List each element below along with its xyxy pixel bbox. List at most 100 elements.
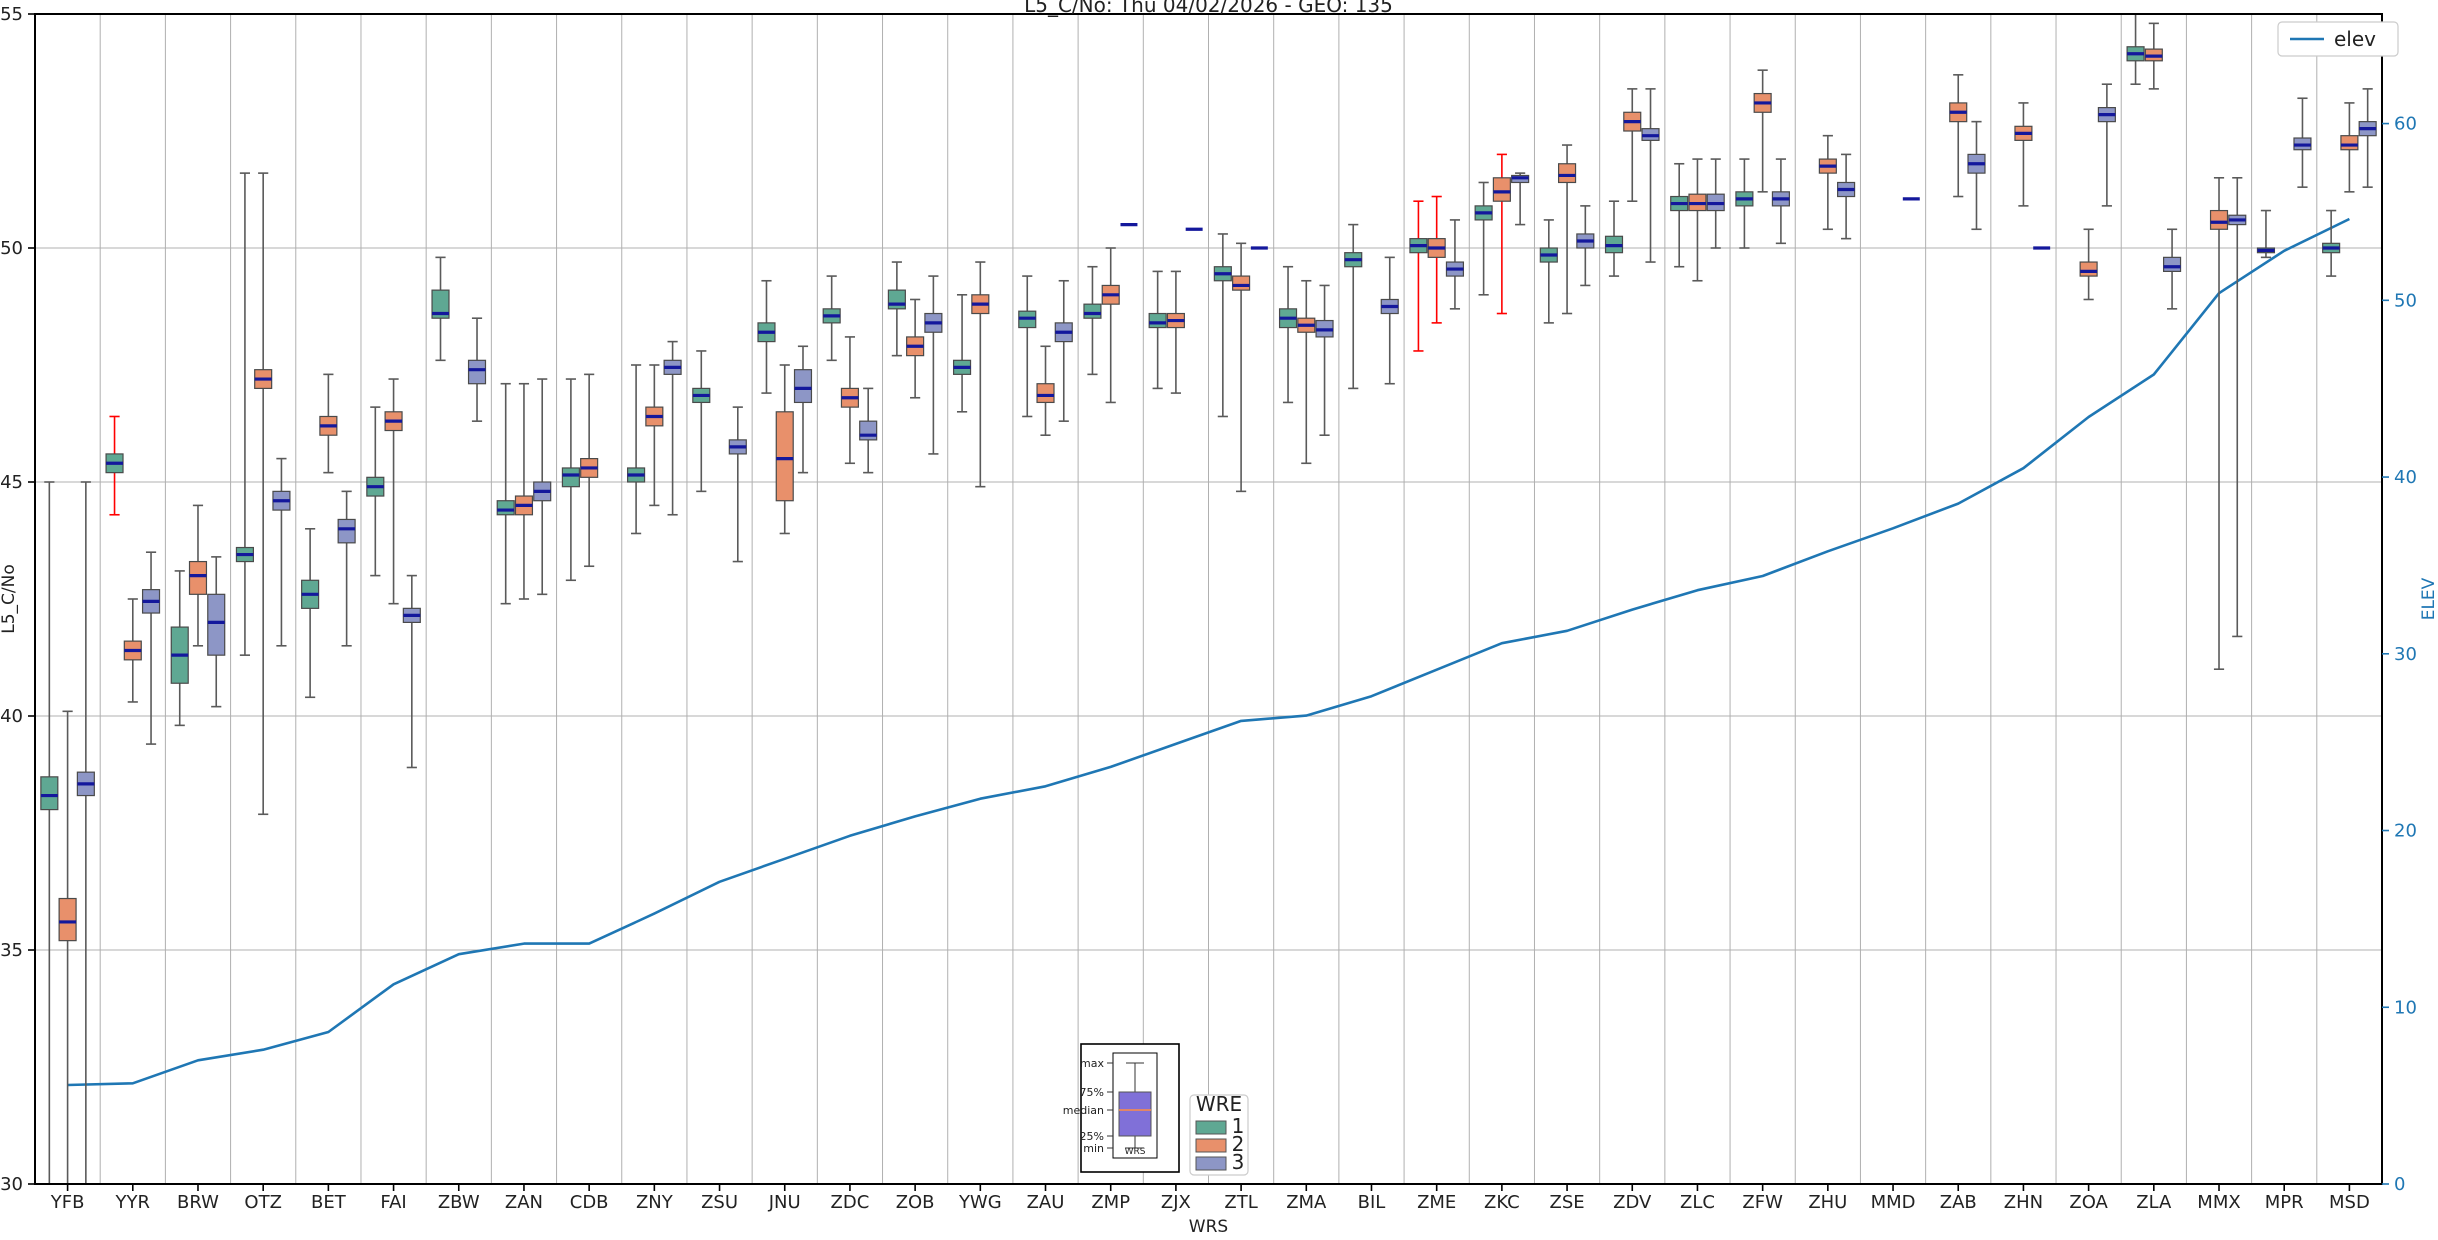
boxplot-ZHU-wre3 bbox=[1837, 153, 1856, 240]
inset-boxplot-legend: max 75% median 25%min WRS bbox=[1063, 1043, 1180, 1173]
boxplot-BRW-wre1 bbox=[170, 570, 189, 727]
wre-swatch-2 bbox=[1195, 1138, 1227, 1153]
boxplots bbox=[40, 13, 2377, 1185]
boxplot-ZLA-wre3 bbox=[2162, 228, 2182, 310]
box bbox=[561, 467, 580, 488]
boxplot-BIL-wre3 bbox=[1380, 256, 1399, 385]
y-axis-label: L5_C/No bbox=[0, 564, 19, 634]
box bbox=[496, 500, 515, 516]
boxplot-MSD-wre3 bbox=[2358, 88, 2377, 188]
legend-label-elev: elev bbox=[2334, 27, 2376, 51]
ytick-label-right: 60 bbox=[2394, 114, 2417, 135]
boxplot-YYR-wre3 bbox=[141, 551, 161, 745]
boxplot-ZJX-wre2 bbox=[1166, 270, 1185, 394]
xtick-label-ZJX: ZJX bbox=[1161, 1192, 1191, 1213]
inset-label-min: min bbox=[1083, 1142, 1104, 1155]
boxplot-ZKC-wre1 bbox=[1474, 181, 1493, 296]
plot-border bbox=[34, 13, 2383, 1185]
xtick-label-ZSE: ZSE bbox=[1549, 1192, 1584, 1213]
boxplot-ZKC-wre2 bbox=[1492, 153, 1511, 315]
boxplot-YYR-wre2 bbox=[123, 598, 142, 703]
boxplot-ZME-wre2 bbox=[1427, 195, 1446, 324]
boxplot-OTZ-wre3 bbox=[272, 457, 291, 647]
xtick-label-ZAB: ZAB bbox=[1940, 1192, 1977, 1213]
boxplot-JNU-wre2 bbox=[775, 364, 794, 535]
boxplot-ZSE-wre1 bbox=[1539, 219, 1558, 324]
boxplot-ZFW-wre2 bbox=[1753, 69, 1772, 193]
boxplot-ZLA-wre2 bbox=[2144, 22, 2163, 90]
boxplot-ZAU-wre3 bbox=[1054, 279, 1073, 422]
xtick-label-ZME: ZME bbox=[1417, 1192, 1456, 1213]
elev-legend[interactable]: elev bbox=[2277, 21, 2399, 57]
ytick-label-left: 35 bbox=[0, 940, 23, 961]
xtick-label-MMX: MMX bbox=[2197, 1192, 2240, 1213]
xtick-label-ZNY: ZNY bbox=[636, 1192, 674, 1213]
wre-swatch-1 bbox=[1195, 1120, 1227, 1135]
boxplot-MPR-wre3 bbox=[2293, 97, 2312, 188]
ytick-label-right: 10 bbox=[2394, 997, 2417, 1018]
boxplot-ZTL-wre2 bbox=[1232, 242, 1251, 493]
xtick-label-ZOA: ZOA bbox=[2069, 1192, 2108, 1213]
boxplot-CDB-wre1 bbox=[561, 378, 580, 582]
box bbox=[859, 420, 878, 441]
box bbox=[58, 897, 77, 942]
boxplot-JNU-wre3 bbox=[793, 345, 813, 474]
wre-legend-label-2: 2 bbox=[1232, 1132, 1245, 1156]
xtick-label-ZFW: ZFW bbox=[1742, 1192, 1783, 1213]
boxplot-ZLA-wre1 bbox=[2126, 13, 2145, 85]
xtick-label-OTZ: OTZ bbox=[244, 1192, 282, 1213]
ytick-label-right: 0 bbox=[2394, 1174, 2405, 1195]
xtick-label-MSD: MSD bbox=[2329, 1192, 2370, 1213]
xtick-label-ZDV: ZDV bbox=[1613, 1192, 1652, 1213]
xtick-label-ZKC: ZKC bbox=[1484, 1192, 1520, 1213]
legend-box[interactable] bbox=[2277, 21, 2399, 57]
ytick-label-left: 45 bbox=[0, 472, 23, 493]
boxplot-BET-wre2 bbox=[319, 373, 338, 474]
boxplot-MSD-wre1 bbox=[2322, 209, 2341, 277]
elev-series bbox=[67, 217, 2350, 1087]
boxplot-OTZ-wre2 bbox=[254, 172, 273, 816]
box bbox=[1492, 177, 1511, 202]
wre-legend-box[interactable] bbox=[1189, 1094, 1249, 1176]
box bbox=[793, 369, 813, 404]
boxplot-YFB-wre3 bbox=[76, 481, 95, 1185]
xtick-label-YYR: YYR bbox=[115, 1192, 151, 1213]
ytick-label-right: 20 bbox=[2394, 821, 2417, 842]
xtick-label-BET: BET bbox=[311, 1192, 347, 1213]
boxplot-BET-wre1 bbox=[301, 527, 320, 699]
boxplot-BIL-wre1 bbox=[1344, 223, 1363, 390]
boxplot-ZOB-wre2 bbox=[906, 298, 925, 399]
boxplot-ZSE-wre3 bbox=[1576, 205, 1595, 287]
boxplot-ZSE-wre2 bbox=[1557, 144, 1577, 315]
boxplot-YFB-wre1 bbox=[40, 481, 59, 1185]
boxplot-ZLC-wre3 bbox=[1706, 158, 1725, 249]
xtick-label-ZBW: ZBW bbox=[438, 1192, 480, 1213]
box bbox=[1557, 163, 1577, 184]
ytick-label-right: 50 bbox=[2394, 290, 2417, 311]
boxplot-ZME-wre3 bbox=[1445, 219, 1465, 310]
inset-label-25pct: 25% bbox=[1080, 1130, 1104, 1143]
xtick-label-BIL: BIL bbox=[1358, 1192, 1386, 1213]
xtick-label-ZHN: ZHN bbox=[2004, 1192, 2043, 1213]
box bbox=[188, 560, 208, 595]
boxplot-ZMA-wre2 bbox=[1297, 279, 1316, 465]
box bbox=[2340, 135, 2359, 151]
boxplot-BET-wre3 bbox=[337, 490, 356, 647]
ytick-label-right: 40 bbox=[2394, 467, 2417, 488]
inset-label-75pct: 75% bbox=[1080, 1086, 1104, 1099]
boxplot-MSD-wre2 bbox=[2340, 102, 2359, 193]
boxplot-ZME-wre1 bbox=[1409, 200, 1428, 352]
xtick-label-ZLA: ZLA bbox=[2136, 1192, 2172, 1213]
ytick-label-left: 50 bbox=[0, 238, 23, 259]
boxplot-ZMA-wre1 bbox=[1278, 265, 1298, 404]
boxplot-ZNY-wre3 bbox=[663, 340, 682, 516]
inset-xlabel: WRS bbox=[1125, 1147, 1146, 1157]
inset-label-median: median bbox=[1063, 1104, 1104, 1117]
xtick-label-YFB: YFB bbox=[50, 1192, 85, 1213]
boxplot-JNU-wre1 bbox=[757, 279, 776, 394]
xtick-label-BRW: BRW bbox=[177, 1192, 219, 1213]
boxplot-ZFW-wre3 bbox=[1771, 158, 1790, 245]
